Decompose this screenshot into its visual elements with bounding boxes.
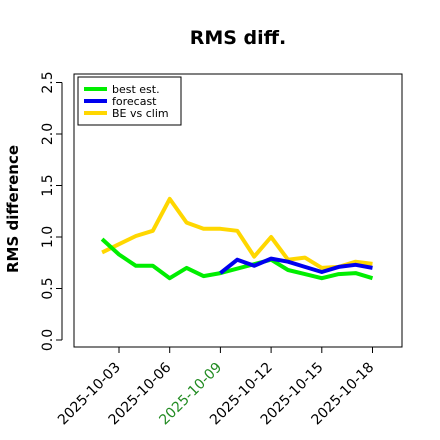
y-tick-label: 1.5 [40, 174, 56, 196]
legend-label-forecast: forecast [112, 95, 157, 108]
y-axis: 0.0 0.5 1.0 1.5 2.0 2.5 [40, 71, 63, 351]
legend-box [77, 76, 182, 126]
x-axis: 2025-10-032025-10-062025-10-092025-10-12… [55, 346, 377, 428]
legend-label-best-est: best est. [112, 83, 160, 96]
y-tick-label: 2.5 [40, 71, 56, 93]
chart-title: RMS diff. [190, 27, 287, 49]
legend-label-be-vs-clim: BE vs clim [112, 107, 169, 120]
y-tick-label: 0.0 [40, 329, 56, 351]
series-layer [100, 196, 374, 281]
y-tick-label: 2.0 [40, 123, 56, 145]
y-tick-label: 1.0 [40, 226, 56, 248]
legend: best est. forecast BE vs clim [77, 76, 182, 126]
series-line-be-vs-clim [101, 196, 373, 270]
y-tick-label: 0.5 [40, 277, 56, 299]
y-axis-label: RMS difference [4, 145, 22, 273]
series-line-forecast [219, 256, 373, 275]
